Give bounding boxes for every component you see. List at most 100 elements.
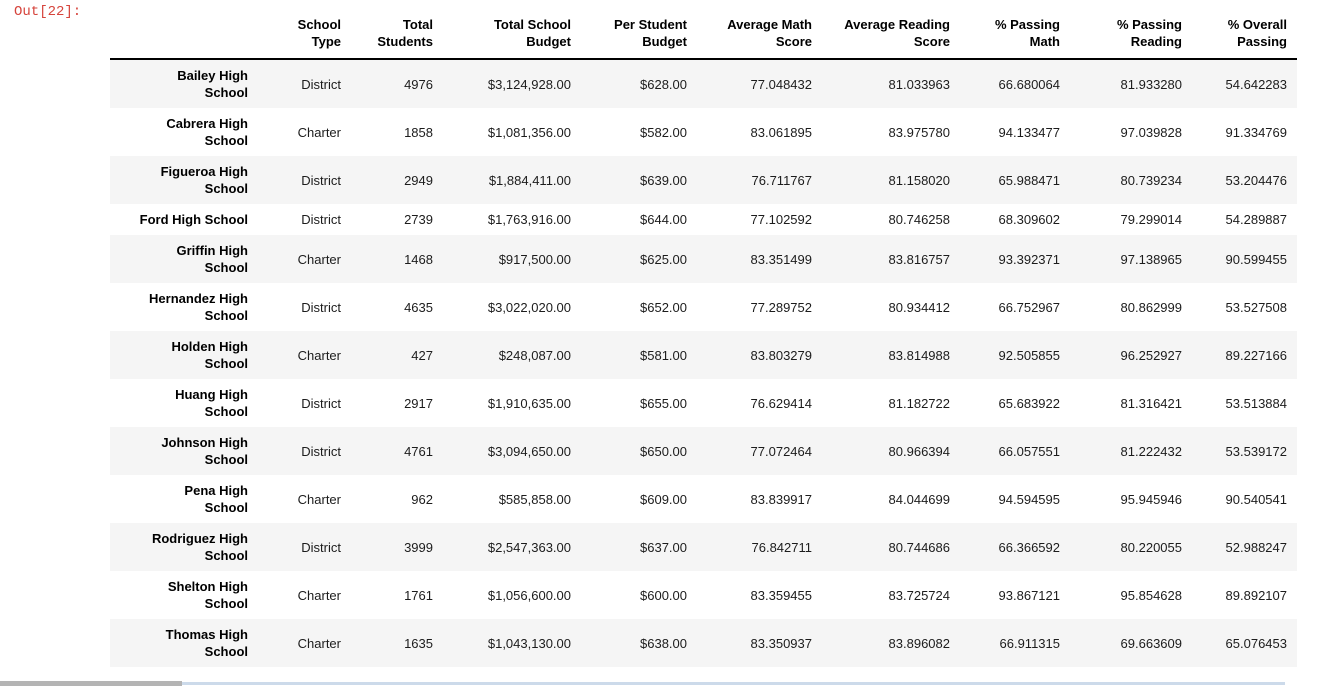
table-cell: Charter (297, 124, 341, 140)
table-cell: 2917 (404, 395, 433, 411)
column-header: % Passing Reading (1116, 17, 1182, 49)
table-cell: 80.744686 (888, 539, 950, 555)
table-row: Bailey High School District 4976 $3,124,928… (110, 59, 1297, 108)
table-cell: $655.00 (640, 395, 687, 411)
table-cell: 90.599455 (1225, 251, 1287, 267)
row-header: Figueroa High School (160, 164, 248, 196)
table-cell: District (301, 443, 341, 459)
table-cell: 83.816757 (888, 251, 950, 267)
table-cell: $650.00 (640, 443, 687, 459)
row-header: Shelton High School (167, 579, 248, 611)
row-header: Cabrera High School (166, 116, 248, 148)
table-cell: 4635 (404, 299, 433, 315)
table-cell: 83.814988 (888, 347, 950, 363)
table-cell: 89.227166 (1225, 347, 1287, 363)
table-cell: $609.00 (640, 491, 687, 507)
table-cell: $637.00 (640, 539, 687, 555)
column-header: Average Math Score (727, 17, 812, 49)
row-header: Huang High School (175, 387, 248, 419)
table-cell: District (301, 395, 341, 411)
table-cell: $1,763,916.00 (487, 212, 571, 227)
table-row: Cabrera High School Charter 1858 $1,081,356… (110, 108, 1297, 156)
table-cell: 54.642283 (1225, 76, 1287, 92)
table-cell: 80.966394 (888, 443, 950, 459)
table-cell: $248,087.00 (498, 347, 571, 363)
table-cell: 1858 (404, 124, 433, 140)
table-cell: 1468 (404, 251, 433, 267)
table-cell: 92.505855 (998, 347, 1060, 363)
table-cell: 77.289752 (750, 299, 812, 315)
table-cell: 83.350937 (750, 635, 812, 651)
table-cell: Charter (297, 635, 341, 651)
column-header: Total Students (377, 17, 433, 49)
table-row: Hernandez High School District 4635 $3,022,… (110, 283, 1297, 331)
row-header: Hernandez High School (149, 291, 248, 323)
table-cell: 81.033963 (888, 76, 950, 92)
table-cell: 84.044699 (888, 491, 950, 507)
dataframe-container: School Type Total Students Total School Bu… (110, 12, 1297, 667)
table-row: Huang High School District 2917 $1,910,635.… (110, 379, 1297, 427)
table-row: Pena High School Charter 962 $585,858.00 $60… (110, 475, 1297, 523)
table-cell: $652.00 (640, 299, 687, 315)
table-cell: 77.102592 (750, 212, 812, 227)
table-cell: 65.076453 (1225, 635, 1287, 651)
table-cell: 81.316421 (1120, 395, 1182, 411)
table-cell: 4761 (404, 443, 433, 459)
table-row: Ford High School District 2739 $1,763,916.0… (110, 204, 1297, 235)
table-cell: $1,056,600.00 (487, 587, 571, 603)
row-header: Ford High School (139, 212, 248, 227)
table-row: Thomas High School Charter 1635 $1,043,130.… (110, 619, 1297, 667)
table-cell: $1,081,356.00 (487, 124, 571, 140)
table-cell: District (301, 539, 341, 555)
table-row: Holden High School Charter 427 $248,087.00 $… (110, 331, 1297, 379)
table-cell: $585,858.00 (498, 491, 571, 507)
table-cell: 53.539172 (1225, 443, 1287, 459)
table-cell: 93.867121 (998, 587, 1060, 603)
table-row: Shelton High School Charter 1761 $1,056,600… (110, 571, 1297, 619)
table-cell: 81.933280 (1120, 76, 1182, 92)
table-cell: $628.00 (640, 76, 687, 92)
horizontal-scrollbar-thumb[interactable] (0, 681, 182, 686)
table-cell: $644.00 (640, 212, 687, 227)
table-cell: 94.594595 (998, 491, 1060, 507)
table-cell: Charter (297, 251, 341, 267)
table-head: School Type Total Students Total School Bu… (110, 12, 1297, 59)
table-cell: 53.204476 (1225, 172, 1287, 188)
table-cell: 93.392371 (998, 251, 1060, 267)
table-cell: 83.896082 (888, 635, 950, 651)
table-cell: $2,547,363.00 (487, 539, 571, 555)
table-cell: 2739 (404, 212, 433, 227)
output-prompt: Out[22]: (14, 4, 82, 20)
column-header: Per Student Budget (614, 17, 687, 49)
table-cell: 1761 (404, 587, 433, 603)
table-cell: 2949 (404, 172, 433, 188)
column-header: % Overall Passing (1227, 17, 1287, 49)
row-header: Thomas High School (165, 627, 248, 659)
table-cell: $3,124,928.00 (487, 76, 571, 92)
row-header: Pena High School (184, 483, 248, 515)
table-cell: 53.513884 (1225, 395, 1287, 411)
table-cell: $625.00 (640, 251, 687, 267)
table-row: Rodriguez High School District 3999 $2,547,… (110, 523, 1297, 571)
table-cell: 76.711767 (751, 172, 813, 188)
table-cell: $600.00 (640, 587, 687, 603)
horizontal-scrollbar-track[interactable] (0, 681, 1285, 686)
table-cell: 80.862999 (1120, 299, 1182, 315)
table-cell: District (301, 172, 341, 188)
table-cell: 83.061895 (750, 124, 812, 140)
header-row: School Type Total Students Total School Bu… (110, 12, 1297, 59)
table-cell: 80.739234 (1120, 172, 1182, 188)
table-cell: $639.00 (640, 172, 687, 188)
table-cell: 427 (411, 347, 433, 363)
table-cell: District (301, 299, 341, 315)
table-cell: 65.988471 (998, 172, 1060, 188)
table-cell: $638.00 (640, 635, 687, 651)
table-cell: $581.00 (640, 347, 687, 363)
table-cell: 66.057551 (998, 443, 1060, 459)
table-cell: 80.934412 (888, 299, 950, 315)
table-cell: 89.892107 (1225, 587, 1287, 603)
table-row: Johnson High School District 4761 $3,094,65… (110, 427, 1297, 475)
table-cell: $1,884,411.00 (488, 172, 571, 188)
table-cell: 54.289887 (1225, 212, 1287, 227)
